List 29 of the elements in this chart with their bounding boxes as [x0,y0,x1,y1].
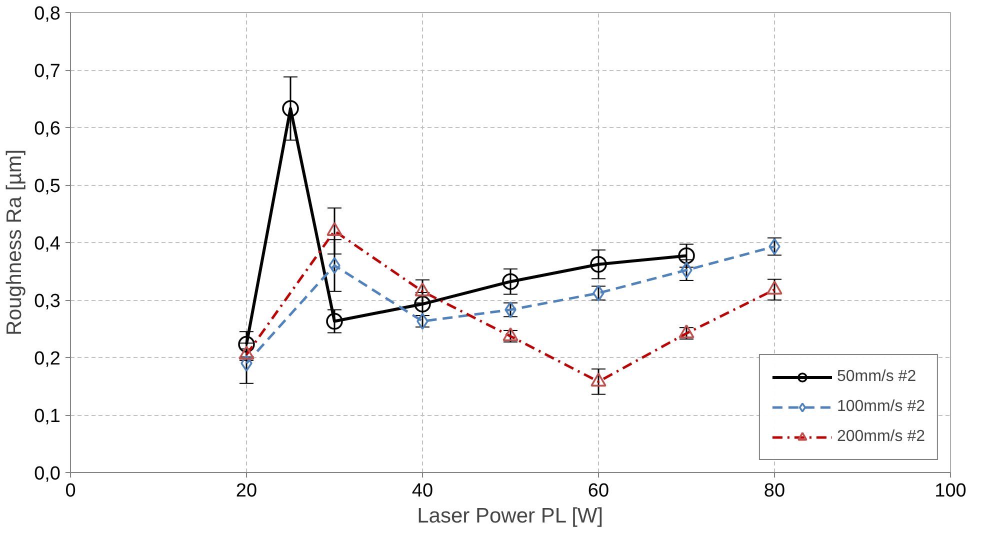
point [326,312,343,330]
x-tick-label: 40 [412,480,434,502]
legend-label: 50mm/s #2 [836,368,916,386]
y-tick-label: 0,5 [34,176,61,197]
y-axis-title: Roughness Ra [µm] [3,149,26,336]
legend-label: 200mm/s #2 [836,428,925,446]
point [678,247,695,264]
point [328,257,340,274]
point [502,273,519,290]
y-tick-label: 0,2 [34,348,61,370]
y-tick-label: 0,4 [34,234,61,254]
legend-label: 100mm/s #2 [836,398,925,416]
x-axis-title: Laser Power PL [W] [417,504,604,528]
y-tick-label: 0,7 [34,61,61,82]
y-tick-label: 0,6 [34,118,61,140]
x-tick-label: 100 [934,480,966,502]
y-tick-label: 0,3 [34,291,61,312]
point [282,100,299,117]
y-tick-label: 0,1 [34,406,61,427]
x-tick-label: 20 [236,480,258,502]
x-tick-label: 60 [588,480,610,502]
x-tick-label: 0 [65,480,76,502]
y-tick-label: 0,8 [34,4,61,24]
point [238,336,255,353]
point [590,256,607,273]
point [414,296,431,312]
y-tick-label: 0,0 [34,464,61,484]
point [680,262,692,278]
x-tick-label: 80 [764,480,786,502]
